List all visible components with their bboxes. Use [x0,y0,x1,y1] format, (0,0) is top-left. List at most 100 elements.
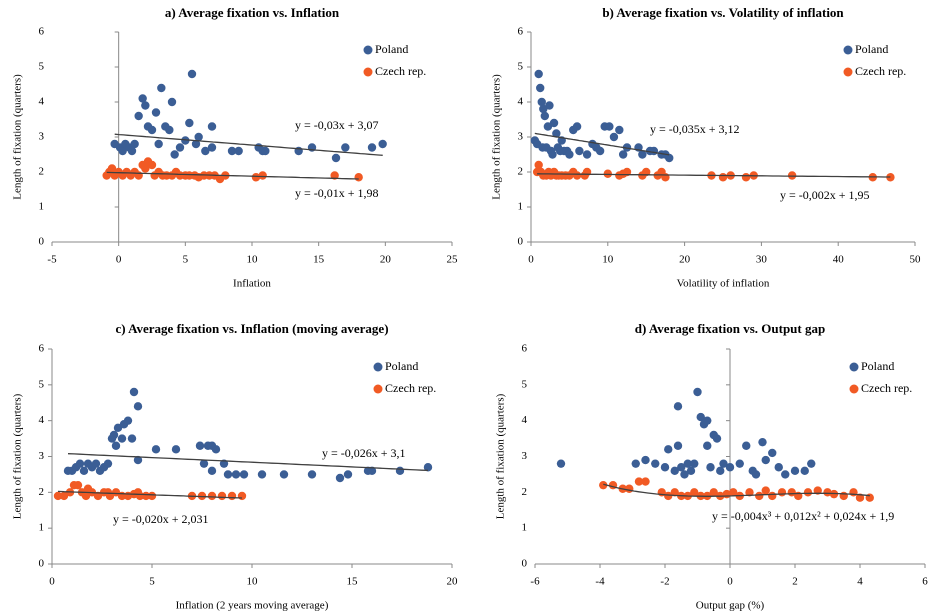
trendline [534,132,670,156]
data-point [187,69,197,79]
data-point [706,463,715,472]
data-point [777,488,787,497]
data-point [239,470,249,479]
data-point [543,122,553,131]
trendline-equation: y = -0,01x + 1,98 [295,186,379,200]
y-tick-label: 1 [39,201,45,213]
data-point [768,448,777,458]
x-tick-label: 15 [347,576,359,588]
data-point [307,470,317,479]
data-point [800,466,809,476]
data-point [609,132,619,142]
y-tick-label: 4 [522,414,528,426]
x-tick-label: 30 [756,254,768,266]
data-point [181,136,190,145]
y-tick-label: 2 [39,166,45,178]
data-point [803,488,813,497]
data-point [191,139,201,149]
data-point [151,445,161,454]
y-tick-label: 3 [39,131,45,143]
data-point [683,459,692,468]
data-point [751,470,761,479]
x-tick-label: -2 [660,576,669,588]
data-point [73,480,83,490]
trendline-equation: y = -0,020x + 2,031 [113,512,209,526]
data-point [258,171,267,180]
x-tick-label: 2 [792,576,798,588]
data-point [703,416,712,425]
data-point [670,466,679,476]
data-point [75,459,85,468]
x-tick-label: 10 [247,254,259,266]
y-axis-label: Length of fixation (quarters) [491,74,503,200]
x-tick-label: -5 [47,254,57,266]
y-tick-label: 1 [522,522,528,534]
x-tick-label: 50 [910,254,922,266]
data-point [261,146,270,156]
data-point [343,470,353,479]
data-point [690,459,699,468]
data-point [331,153,341,163]
data-point [147,160,157,170]
data-point [330,171,339,180]
data-point [677,463,686,472]
data-point [167,97,177,107]
x-tick-label: 25 [447,254,459,266]
y-tick-label: 2 [518,166,524,178]
data-point [141,164,150,173]
data-point [575,146,584,156]
legend-marker [843,45,853,55]
chart-title: d) Average fixation vs. Output gap [635,321,825,336]
data-point [548,150,557,159]
y-tick-label: 3 [518,131,524,143]
data-point [536,83,545,93]
data-point [134,111,143,121]
trendline-equation: y = -0,002x + 1,95 [780,188,870,202]
data-point [165,125,174,135]
x-tick-label: 0 [528,254,534,266]
data-point [742,441,751,450]
y-axis-label: Length of fixation (quarters) [12,393,24,519]
data-point [207,143,217,152]
data-point [354,173,363,182]
data-point [117,434,127,443]
x-tick-label: -4 [595,576,605,588]
y-axis-label: Length of fixation (quarters) [12,74,24,200]
data-point [537,97,546,107]
y-tick-label: 5 [518,61,524,73]
legend-label: Poland [375,42,408,56]
chart-title: b) Average fixation vs. Volatility of in… [602,5,844,20]
data-point [649,146,659,156]
data-point [123,416,133,425]
data-point [127,146,137,156]
data-point [133,402,143,411]
data-point [534,69,543,79]
x-tick-label: 6 [922,576,928,588]
data-point [651,459,660,468]
data-point [745,488,754,497]
data-point [141,101,150,110]
data-point [673,402,683,411]
legend-label: Czech rep. [385,381,436,395]
data-point [790,466,800,476]
data-point [151,108,161,117]
data-point [813,486,822,495]
data-point [197,491,207,501]
data-point [768,491,777,501]
data-point [118,146,127,156]
data-point [234,146,243,156]
data-point [367,466,377,476]
data-point [79,466,89,476]
data-point [109,430,119,440]
data-point [141,491,151,501]
legend-label: Poland [385,359,418,373]
y-tick-label: 0 [39,558,45,570]
data-point [138,94,147,103]
data-point [709,488,718,497]
data-point [605,122,614,131]
data-point [103,459,113,468]
data-point [729,488,738,497]
y-tick-label: 0 [522,558,528,570]
data-point [211,445,221,454]
